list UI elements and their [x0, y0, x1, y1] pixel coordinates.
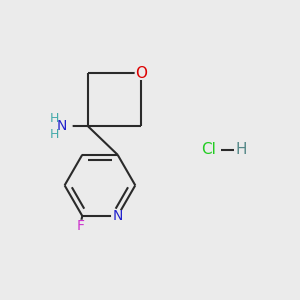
Circle shape [75, 220, 87, 232]
Circle shape [135, 68, 147, 79]
Circle shape [112, 210, 124, 222]
Text: O: O [135, 66, 147, 81]
Text: H: H [50, 112, 59, 125]
Text: H: H [50, 128, 59, 141]
Text: Cl: Cl [202, 142, 216, 158]
Text: H: H [236, 142, 247, 158]
Text: N: N [112, 209, 123, 223]
Text: N: N [56, 119, 67, 134]
Circle shape [51, 116, 72, 137]
Text: F: F [77, 219, 85, 233]
